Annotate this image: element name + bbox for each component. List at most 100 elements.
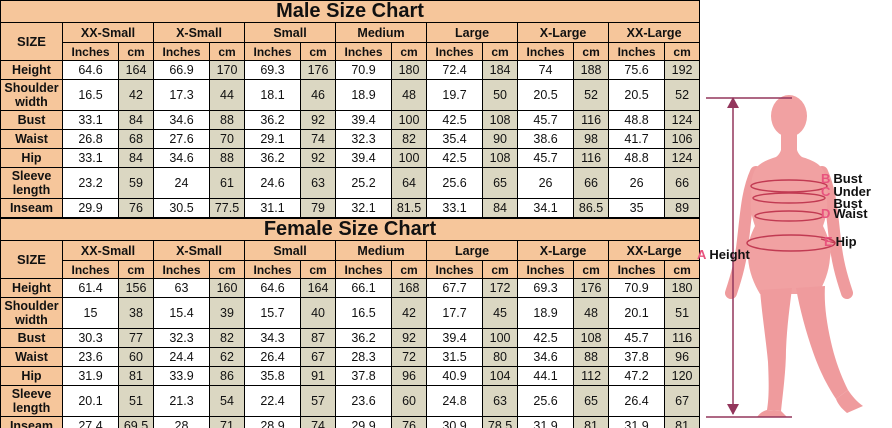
value-cm: 116 [573, 110, 610, 130]
value-cm: 82 [208, 328, 246, 348]
value-cm: 45 [482, 297, 519, 329]
figure-head [771, 95, 807, 137]
value-inches: 31.9 [608, 416, 666, 428]
value-cm: 192 [664, 60, 701, 80]
value-cm: 77 [118, 328, 154, 348]
value-cm: 96 [664, 347, 701, 367]
value-inches: 15 [62, 297, 119, 329]
value-inches: 45.7 [608, 328, 666, 348]
value-inches: 29.9 [62, 198, 119, 218]
hip-text: Hip [835, 234, 857, 249]
unit-header-cm: cm [391, 42, 428, 61]
value-cm: 48 [573, 297, 610, 329]
value-inches: 32.3 [335, 129, 393, 149]
figure-left-foot [757, 410, 787, 417]
measurement-row: Sleeve length 20.1 51 21.3 54 22.4 57 23.6 60 24.… [0, 385, 701, 417]
value-inches: 36.2 [335, 328, 393, 348]
figure-left-arm [725, 166, 762, 299]
size-column-x-large: X-Large [517, 240, 610, 261]
value-inches: 28 [153, 416, 210, 428]
value-inches: 34.6 [517, 347, 575, 367]
unit-header-cm: cm [208, 260, 246, 279]
value-inches: 48.8 [608, 110, 666, 130]
unit-header-inches: Inches [426, 42, 484, 61]
value-inches: 34.6 [153, 148, 210, 168]
measurement-row-label: Height [0, 60, 63, 80]
value-cm: 82 [391, 129, 428, 149]
value-inches: 23.2 [62, 167, 119, 199]
size-column-x-large: X-Large [517, 22, 610, 43]
value-cm: 81.5 [391, 198, 428, 218]
value-cm: 81 [118, 366, 154, 386]
measurement-row: Height 64.6 164 66.9 170 69.3 176 70.9 180 72.4 18… [0, 60, 701, 80]
hip-label: E Hip [824, 234, 857, 249]
value-inches: 26.4 [608, 385, 666, 417]
value-cm: 74 [300, 129, 337, 149]
value-inches: 61.4 [62, 278, 119, 298]
figure-right-foot [836, 390, 863, 413]
measurement-row: Hip 33.1 84 34.6 88 36.2 92 39.4 100 42.5 108 45.7 1… [0, 148, 701, 168]
measurement-row-label: Inseam [0, 198, 63, 218]
value-cm: 124 [664, 110, 701, 130]
measurement-row: Hip 31.9 81 33.9 86 35.8 91 37.8 96 40.9 104 44.1 11… [0, 366, 701, 386]
value-inches: 44.1 [517, 366, 575, 386]
value-cm: 180 [391, 60, 428, 80]
value-cm: 52 [573, 79, 610, 111]
value-inches: 64.6 [62, 60, 119, 80]
value-cm: 48 [391, 79, 428, 111]
value-cm: 116 [664, 328, 701, 348]
value-cm: 66 [573, 167, 610, 199]
measurement-row-label: Hip [0, 148, 63, 168]
measurement-row-label: Waist [0, 347, 63, 367]
measurement-row: Inseam 27.4 69.5 28 71 28.9 74 29.9 76 30.9 78.5 31… [0, 416, 701, 428]
measurement-row-label: Inseam [0, 416, 63, 428]
value-inches: 29.9 [335, 416, 393, 428]
value-cm: 106 [664, 129, 701, 149]
unit-header-inches: Inches [608, 42, 666, 61]
value-inches: 33.9 [153, 366, 210, 386]
value-inches: 42.5 [426, 110, 484, 130]
value-inches: 75.6 [608, 60, 666, 80]
value-cm: 98 [573, 129, 610, 149]
value-cm: 78.5 [482, 416, 519, 428]
value-inches: 32.1 [335, 198, 393, 218]
value-inches: 23.6 [62, 347, 119, 367]
value-inches: 31.1 [244, 198, 302, 218]
measurement-row: Bust 30.3 77 32.3 82 34.3 87 36.2 92 39.4 100 42.5 1… [0, 328, 701, 348]
height-arrow-down [727, 404, 739, 415]
value-cm: 51 [118, 385, 154, 417]
value-cm: 168 [391, 278, 428, 298]
height-text: Height [709, 247, 750, 262]
bust-measure-line [750, 179, 828, 193]
value-inches: 17.7 [426, 297, 484, 329]
measurement-row-label: Sleeve length [0, 167, 63, 199]
value-cm: 72 [391, 347, 428, 367]
measurement-row-label: Waist [0, 129, 63, 149]
value-inches: 22.4 [244, 385, 302, 417]
value-inches: 35.4 [426, 129, 484, 149]
value-inches: 25.2 [335, 167, 393, 199]
value-cm: 100 [482, 328, 519, 348]
value-inches: 24.4 [153, 347, 210, 367]
value-cm: 92 [300, 110, 337, 130]
value-cm: 88 [208, 148, 246, 168]
value-inches: 25.6 [517, 385, 575, 417]
value-cm: 67 [300, 347, 337, 367]
value-cm: 51 [664, 297, 701, 329]
size-column-large: Large [426, 22, 519, 43]
value-inches: 34.6 [153, 110, 210, 130]
value-cm: 50 [482, 79, 519, 111]
value-cm: 84 [118, 148, 154, 168]
unit-header-cm: cm [118, 42, 154, 61]
measurement-row-label: Sleeve length [0, 385, 63, 417]
value-cm: 79 [300, 198, 337, 218]
measurement-row-label: Bust [0, 110, 63, 130]
unit-header-inches: Inches [335, 42, 393, 61]
value-inches: 20.1 [62, 385, 119, 417]
value-inches: 27.6 [153, 129, 210, 149]
value-cm: 77.5 [208, 198, 246, 218]
unit-header-inches: Inches [426, 260, 484, 279]
value-inches: 39.4 [426, 328, 484, 348]
size-column-x-small: X-Small [152, 240, 246, 261]
value-inches: 63 [153, 278, 210, 298]
